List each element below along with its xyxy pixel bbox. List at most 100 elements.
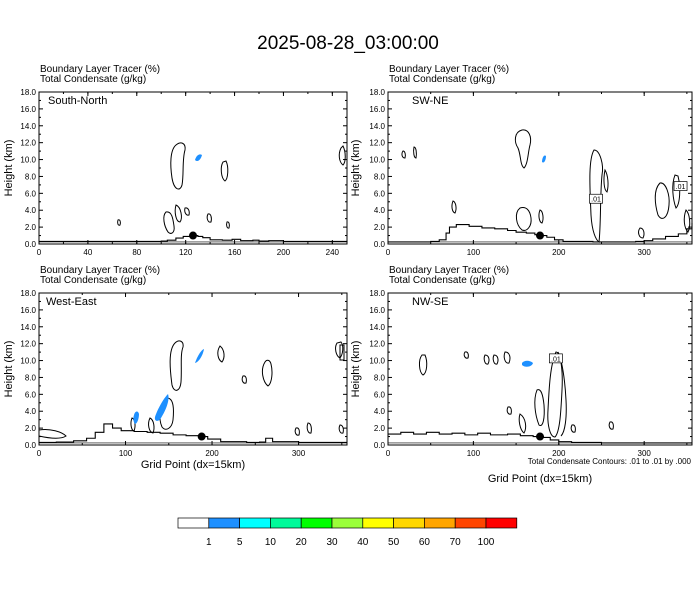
tracer-fill-group [133,349,204,424]
contour-label-box [589,193,603,204]
terrain-line [388,431,692,444]
x-tick-label: 0 [386,248,391,257]
colorbar-label: 70 [450,537,462,548]
y-tick-label: 10.0 [369,156,385,165]
y-tick-label: 6.0 [374,189,386,198]
y-tick-label: 8.0 [374,172,386,181]
condensate-contour [261,359,273,387]
condensate-contour [534,389,545,427]
y-tick-label: 16.0 [20,306,36,315]
colorbar-label: 30 [326,537,338,548]
condensate-contour [654,182,670,219]
condensate-contour [483,354,490,365]
colorbar-label: 5 [237,537,243,548]
y-tick-label: 2.0 [374,424,386,433]
y-tick-label: 14.0 [20,122,36,131]
contour-label-group: .01 .01 [589,181,688,204]
tracer-fill-group [522,360,533,367]
y-tick-label: 10.0 [20,357,36,366]
condensate-contour [492,354,499,365]
y-tick-label: 14.0 [369,323,385,332]
y-tick-label: 12.0 [369,340,385,349]
y-axis-label: Height (km) [3,341,15,398]
colorbar-swatch [362,517,394,529]
x-tick-label: 200 [205,449,219,458]
tracer-blob [542,155,546,163]
condensate-contour [170,142,186,190]
condensate-contour [608,421,614,430]
colorbar-swatch [208,517,240,529]
condensate-contour [338,424,344,434]
y-axis-label: Height (km) [350,140,362,197]
y-tick-label: 16.0 [369,105,385,114]
contour-label: .01 [676,184,686,191]
condensate-contour [514,129,532,169]
panel-header-condensate: Total Condensate (g/kg) [389,275,495,286]
condensate-contour [220,160,229,182]
x-tick-label: 200 [552,449,566,458]
condensate-contour [241,375,247,384]
condensate-contour [413,146,417,159]
location-marker [536,231,544,240]
x-tick-label: 0 [37,248,42,257]
terrain-group [388,222,693,243]
colorbar-swatch [485,517,518,529]
x-tick-label: 200 [552,248,566,257]
panel-south-north: Boundary Layer Tracer (%) Total Condensa… [3,64,348,257]
terrain-group [39,423,347,444]
panel-label: West-East [46,296,97,308]
condensate-contour [294,427,300,436]
condensate-contour [306,422,312,434]
y-tick-label: 4.0 [25,407,37,416]
y-tick-label: 6.0 [374,390,386,399]
condensate-contour [672,174,681,209]
contour-label-box [673,181,688,191]
x-tick-label: 120 [179,248,193,257]
x-tick-label: 100 [467,449,481,458]
contour-note: Total Condensate Contours: .01 to .01 by… [528,457,692,466]
condensate-contour [603,168,609,193]
panel-sw-ne: Boundary Layer Tracer (%) Total Condensa… [350,64,693,257]
condensate-contour [339,344,345,361]
panel-label: NW-SE [412,296,448,308]
condensate-contour [506,406,512,415]
x-tick-label: 100 [467,248,481,257]
y-tick-label: 2.0 [374,223,386,232]
x-tick-label: 300 [638,449,652,458]
condensate-contour [226,221,230,229]
condensate-contour [163,211,175,234]
y-tick-label: 8.0 [25,172,37,181]
condensate-contour [515,207,532,231]
y-tick-label: 12.0 [20,340,36,349]
colorbar-swatch [331,517,364,529]
condensate-contour [503,351,511,364]
panel-nw-se: Boundary Layer Tracer (%) Total Condensa… [350,265,693,485]
plot-frame [387,292,693,446]
panel-header-condensate: Total Condensate (g/kg) [40,275,146,286]
colorbar-label: 10 [265,537,277,548]
y-tick-label: 2.0 [25,424,37,433]
axes: 0.0 2.0 4.0 6.0 8.0 10.0 12.0 14.0 16.0 18.0 0 40 80… [20,88,348,257]
condensate-contour [38,429,67,439]
tracer-fill-group [542,155,546,163]
panel-header-tracer: Boundary Layer Tracer (%) [40,64,160,75]
location-marker [536,432,544,441]
terrain-line [39,423,347,444]
condensate-contour [169,340,184,391]
colorbar: 1 5 10 20 30 40 50 60 70 100 [177,517,518,548]
location-marker [197,432,206,441]
colorbar-swatch [393,517,425,529]
x-tick-label: 0 [386,449,391,458]
condensate-contour [184,207,190,216]
y-tick-label: 4.0 [25,206,37,215]
colorbar-label: 50 [388,537,400,548]
y-axis-label: Height (km) [3,140,15,197]
colorbar-label: 100 [478,537,495,548]
contour-label: .01 [591,197,601,204]
y-tick-label: 6.0 [25,189,37,198]
panel-west-east: Boundary Layer Tracer (%) Total Condensa… [3,265,348,471]
panel-header-tracer: Boundary Layer Tracer (%) [389,64,509,75]
y-tick-label: 16.0 [369,306,385,315]
y-tick-label: 18.0 [20,88,36,97]
